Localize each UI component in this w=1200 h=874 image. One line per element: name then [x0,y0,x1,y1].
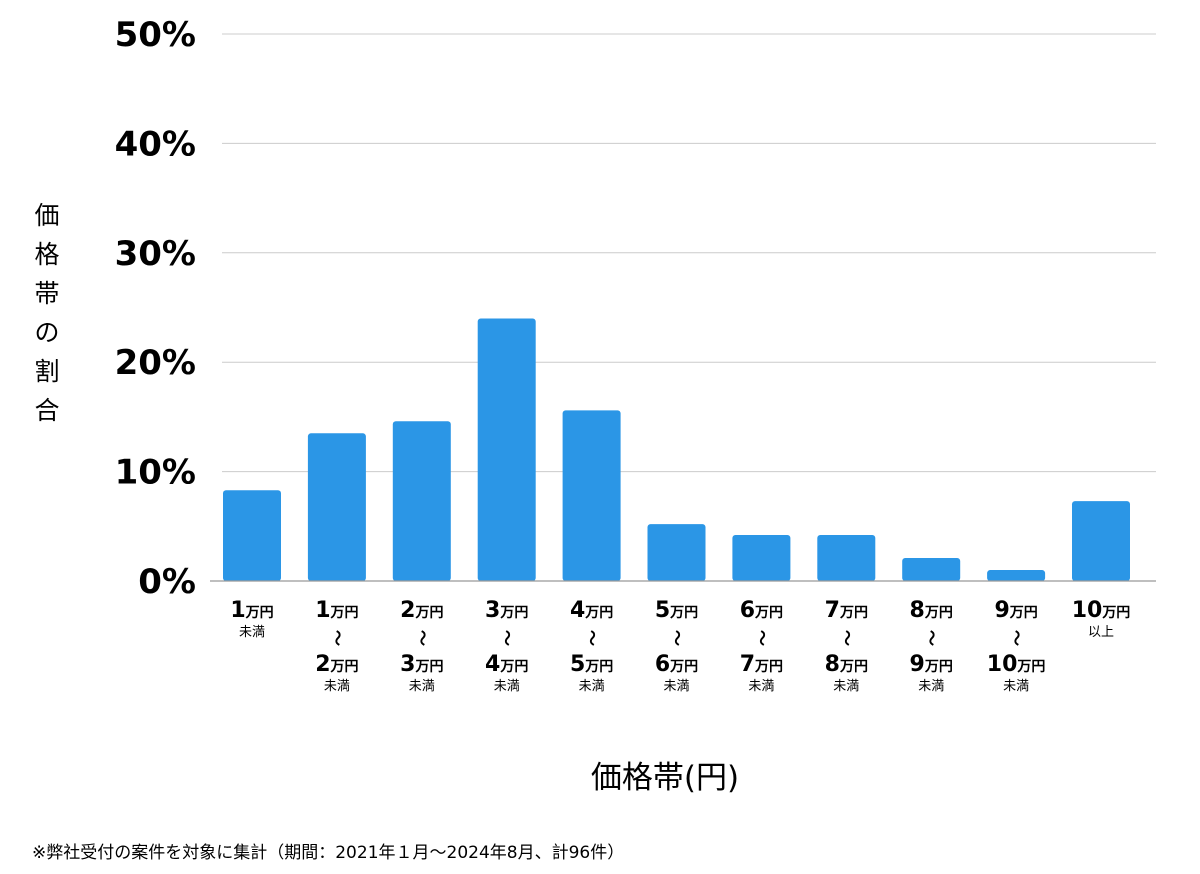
footnote: ※弊社受付の案件を対象に集計（期間：2021年１月〜2024年8月、計96件） [32,843,625,863]
y-tick-label: 0% [138,562,196,602]
y-tick-label: 50% [115,15,196,55]
bar [562,410,621,581]
x-tick-suffix: 未満 [579,679,605,694]
x-tick-to: 8万円 [825,652,868,677]
bar [392,421,451,581]
x-tick-suffix: 未満 [324,679,350,694]
bar [477,318,536,581]
bar [307,433,366,581]
gridlines [222,33,1156,473]
x-tick-to: 5万円 [570,652,613,677]
x-tick-from: 10万円 [1072,598,1131,623]
x-tick-separator: 〜 [922,630,941,646]
x-tick-from: 8万円 [910,598,953,623]
x-tick-suffix: 未満 [1003,679,1029,694]
x-tick-from: 5万円 [655,598,698,623]
x-axis-ticks: 1万円未満1万円〜2万円未満2万円〜3万円未満3万円〜4万円未満4万円〜5万円未… [230,598,1130,694]
x-tick-separator: 〜 [752,630,771,646]
x-tick-from: 7万円 [825,598,868,623]
bar [902,558,961,581]
x-tick-to: 3万円 [400,652,443,677]
y-axis-ticks: 0% 10% 20% 30% 40% 50% [115,15,196,602]
x-tick-separator: 〜 [668,630,687,646]
bar [987,570,1046,581]
x-tick-to: 6万円 [655,652,698,677]
x-tick-suffix: 未満 [918,679,944,694]
x-tick-to: 7万円 [740,652,783,677]
bar [817,535,876,581]
y-tick-label: 30% [115,234,196,274]
y-tick-label: 40% [115,124,196,164]
x-tick-from: 1万円 [230,598,273,623]
x-tick-separator: 〜 [413,630,432,646]
x-tick-suffix: 未満 [239,625,265,640]
x-tick-suffix: 未満 [494,679,520,694]
x-tick-from: 2万円 [400,598,443,623]
bars [223,318,1130,581]
x-tick-from: 6万円 [740,598,783,623]
x-tick-to: 9万円 [910,652,953,677]
x-tick-separator: 〜 [583,630,602,646]
x-tick-from: 1万円 [315,598,358,623]
bar [647,524,706,581]
x-tick-to: 4万円 [485,652,528,677]
y-tick-label: 10% [115,453,196,493]
x-tick-suffix: 未満 [663,679,689,694]
x-tick-from: 9万円 [994,598,1037,623]
y-axis-label: 価格帯の割合 [34,201,60,425]
bar [1072,501,1130,581]
x-tick-suffix: 未満 [409,679,435,694]
bar [732,535,791,581]
x-tick-suffix: 未満 [748,679,774,694]
x-tick-separator: 〜 [498,630,517,646]
x-axis-label: 価格帯(円) [590,760,740,796]
x-tick-separator: 〜 [328,630,347,646]
x-tick-separator: 〜 [837,630,856,646]
bar [223,490,281,581]
x-tick-to: 10万円 [987,652,1046,677]
x-tick-separator: 〜 [1007,630,1026,646]
x-tick-suffix: 未満 [833,679,859,694]
x-tick-from: 3万円 [485,598,528,623]
y-tick-label: 20% [115,343,196,383]
x-tick-from: 4万円 [570,598,613,623]
x-tick-to: 2万円 [315,652,358,677]
x-tick-suffix: 以上 [1088,625,1114,640]
